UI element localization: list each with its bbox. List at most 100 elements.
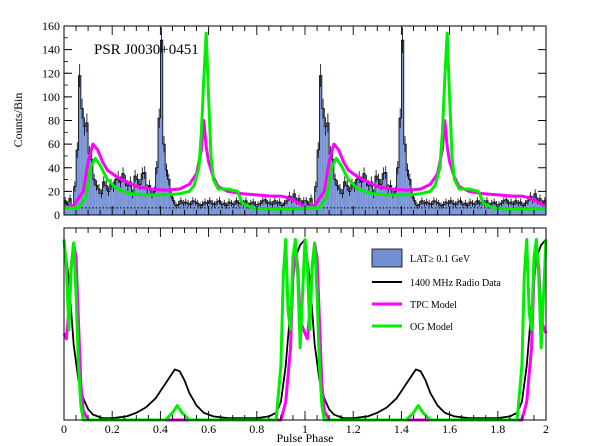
y-tick-label: 20 (48, 184, 60, 198)
histogram-bar (225, 205, 228, 215)
y-tick-label: 60 (48, 137, 60, 151)
histogram-bar (223, 203, 226, 215)
histogram-bar (312, 206, 315, 215)
bottom-panel-xlabel: Pulse Phase (277, 431, 334, 445)
histogram-bar (206, 203, 209, 215)
y-tick-label: 140 (42, 43, 60, 57)
histogram-bar (423, 203, 426, 215)
histogram-bar (437, 203, 440, 215)
histogram-bar (374, 176, 378, 215)
histogram-bar (529, 196, 532, 215)
legend-label: TPC Model (410, 300, 457, 311)
histogram-bar (126, 185, 130, 215)
histogram-bar (331, 159, 334, 215)
histogram-bar (341, 193, 344, 215)
histogram-bar (483, 203, 486, 215)
histogram-bar (73, 186, 77, 215)
histogram-bar (365, 180, 368, 215)
histogram-bar (324, 126, 327, 215)
histogram-bar (389, 185, 392, 215)
histogram-bar (430, 204, 433, 215)
histogram-bar (182, 203, 185, 215)
histogram-bar (203, 202, 207, 215)
histogram-bar (102, 181, 105, 215)
x-tick-label: 0.2 (105, 422, 120, 436)
histogram-bar (184, 202, 187, 215)
histogram-bar (104, 185, 108, 215)
histogram-bar (427, 203, 431, 215)
histogram-bar (449, 200, 453, 215)
histogram-bar (107, 191, 110, 215)
histogram-bar (194, 202, 197, 215)
histogram-bar (290, 199, 293, 215)
histogram-bar (100, 193, 103, 215)
histogram-bar (439, 205, 443, 215)
histogram-bar (338, 189, 342, 215)
histogram-bar (336, 185, 339, 215)
histogram-bar (97, 189, 101, 215)
histogram-bar (447, 203, 450, 215)
histogram-bar (333, 179, 337, 215)
histogram-bar (155, 167, 158, 215)
histogram-bar (461, 204, 465, 215)
legend-label: LAT≥ 0.1 GeV (410, 254, 471, 265)
histogram-bar (480, 202, 484, 215)
histogram-bar (488, 205, 491, 215)
histogram-bar (370, 181, 373, 215)
histogram-bar (90, 159, 93, 215)
x-tick-label: 1.8 (490, 422, 505, 436)
histogram-bar (415, 205, 419, 215)
histogram-bar (160, 40, 163, 215)
histogram-bar (372, 193, 375, 215)
histogram-bar (435, 202, 438, 215)
x-tick-label: 1.2 (346, 422, 361, 436)
histogram-bar (170, 194, 173, 215)
legend-label: OG Model (410, 322, 453, 333)
histogram-bar (348, 191, 351, 215)
histogram-bar (367, 185, 371, 215)
bottom-series-line (62, 241, 548, 422)
histogram-bar (317, 150, 320, 215)
histogram-bar (464, 203, 467, 215)
histogram-bar (538, 198, 542, 215)
histogram-bar (165, 170, 168, 215)
histogram-bar (466, 205, 469, 215)
y-tick-label: 100 (42, 90, 60, 104)
histogram-bar (83, 126, 86, 215)
x-tick-label: 0.6 (201, 422, 216, 436)
x-tick-label: 1.4 (394, 422, 409, 436)
histogram-bar (432, 200, 436, 215)
histogram-bar (249, 203, 252, 215)
histogram-bar (148, 185, 151, 215)
histogram-bar (473, 204, 477, 215)
histogram-bar (80, 108, 84, 215)
histogram-bar (66, 204, 69, 215)
histogram-bar (71, 206, 74, 215)
histogram-bar (379, 184, 383, 215)
histogram-bar (136, 179, 139, 215)
histogram-bar (403, 144, 407, 215)
histogram-bar (244, 200, 248, 215)
histogram-bar (386, 189, 390, 215)
histogram-bar (213, 204, 216, 215)
y-tick-label: 0 (54, 208, 60, 222)
histogram-bar (478, 203, 481, 215)
histogram-bar (485, 200, 489, 215)
histogram-bar (345, 185, 349, 215)
histogram-bar (292, 193, 296, 215)
histogram-bar (396, 167, 399, 215)
histogram-bar (145, 189, 149, 215)
histogram-bar (131, 193, 134, 215)
histogram-bar (211, 203, 214, 215)
histogram-bar (95, 185, 98, 215)
histogram-bar (442, 204, 445, 215)
histogram-bar (208, 200, 212, 215)
histogram-bar (418, 204, 421, 215)
histogram-outline (64, 39, 546, 208)
histogram-bar (239, 202, 243, 215)
histogram-bar (230, 203, 233, 215)
histogram-bar (377, 179, 380, 215)
histogram-bar (505, 199, 508, 215)
histogram-bar (355, 179, 359, 215)
